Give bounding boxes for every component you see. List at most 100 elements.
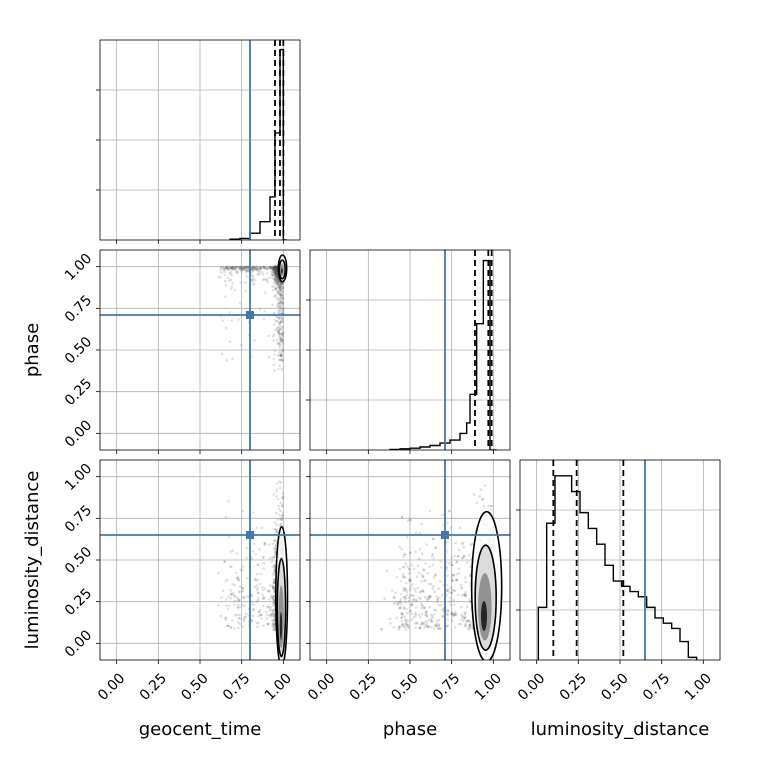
- sample-point: [274, 279, 277, 282]
- sample-point: [272, 598, 276, 602]
- sample-point: [275, 267, 278, 270]
- sample-point: [280, 284, 284, 287]
- sample-point: [274, 268, 278, 271]
- sample-point: [273, 568, 276, 572]
- sample-point: [431, 552, 435, 556]
- sample-point: [280, 339, 284, 343]
- sample-point: [276, 310, 279, 313]
- sample-point: [276, 289, 279, 293]
- sample-point: [446, 588, 450, 591]
- sample-point: [233, 268, 237, 271]
- histogram-step-line: [229, 48, 287, 240]
- sample-point: [242, 596, 246, 599]
- sample-point: [241, 625, 244, 628]
- sample-point: [445, 589, 449, 593]
- sample-point: [232, 268, 235, 271]
- sample-point: [404, 622, 408, 626]
- sample-point: [233, 603, 236, 607]
- sample-point: [255, 578, 259, 582]
- sample-point: [272, 555, 276, 559]
- sample-point: [274, 267, 277, 271]
- sample-point: [281, 517, 284, 521]
- sample-point: [275, 495, 279, 498]
- sample-point: [281, 514, 284, 517]
- sample-point: [238, 585, 242, 588]
- sample-point: [230, 319, 234, 322]
- sample-point: [241, 265, 245, 269]
- sample-point: [274, 266, 278, 269]
- sample-point: [437, 587, 440, 590]
- sample-point: [250, 619, 253, 622]
- sample-point: [274, 268, 278, 272]
- sample-point: [255, 572, 259, 576]
- sample-point: [275, 266, 278, 269]
- sample-point: [279, 340, 283, 344]
- sample-point: [277, 291, 280, 295]
- sample-point: [274, 270, 278, 274]
- sample-point: [258, 272, 261, 276]
- sample-point: [280, 351, 283, 354]
- sample-point: [467, 619, 471, 623]
- sample-point: [280, 327, 283, 331]
- sample-point: [250, 600, 254, 603]
- sample-point: [410, 585, 413, 588]
- sample-point: [279, 353, 283, 357]
- sample-point: [246, 576, 249, 580]
- sample-point: [281, 317, 284, 321]
- sample-point: [273, 265, 276, 269]
- sample-point: [246, 265, 249, 269]
- sample-point: [243, 265, 247, 269]
- sample-point: [275, 488, 279, 491]
- sample-point: [274, 266, 278, 270]
- sample-point: [278, 305, 281, 309]
- sample-point: [463, 616, 466, 620]
- sample-point: [426, 571, 430, 575]
- sample-point: [267, 590, 271, 593]
- sample-point: [439, 579, 442, 583]
- sample-point: [236, 607, 240, 610]
- sample-point: [280, 298, 284, 301]
- sample-point: [222, 267, 225, 271]
- sample-point: [279, 296, 282, 300]
- sample-point: [414, 621, 418, 624]
- sample-point: [275, 281, 279, 284]
- sample-point: [239, 266, 243, 270]
- sample-point: [419, 590, 422, 593]
- sample-point: [268, 266, 272, 270]
- sample-point: [223, 616, 227, 620]
- sample-point: [238, 590, 242, 594]
- sample-point: [279, 295, 283, 299]
- sample-point: [251, 282, 255, 286]
- sample-point: [274, 271, 277, 275]
- sample-point: [273, 266, 277, 269]
- sample-point: [278, 285, 281, 289]
- sample-point: [269, 265, 273, 269]
- sample-point: [219, 268, 222, 272]
- panel-frame: [99, 459, 301, 661]
- sample-point: [263, 542, 267, 546]
- sample-point: [450, 612, 454, 615]
- sample-point: [454, 610, 457, 614]
- sample-point: [452, 574, 456, 577]
- sample-point: [419, 623, 423, 627]
- sample-point: [421, 575, 425, 579]
- sample-point: [405, 621, 409, 624]
- sample-point: [425, 621, 429, 624]
- sample-point: [226, 624, 230, 628]
- sample-point: [265, 267, 268, 270]
- sample-point: [278, 327, 281, 331]
- sample-point: [233, 583, 236, 587]
- sample-point: [274, 266, 278, 269]
- sample-point: [279, 481, 283, 484]
- sample-point: [274, 267, 278, 271]
- sample-point: [447, 509, 451, 513]
- sample-point: [279, 522, 283, 526]
- sample-point: [270, 612, 274, 616]
- sample-point: [380, 628, 383, 631]
- sample-point: [252, 608, 256, 611]
- sample-point: [235, 613, 239, 617]
- sample-point: [457, 572, 461, 575]
- histogram-step-line: [537, 475, 698, 660]
- sample-point: [272, 615, 276, 618]
- sample-point: [275, 269, 278, 273]
